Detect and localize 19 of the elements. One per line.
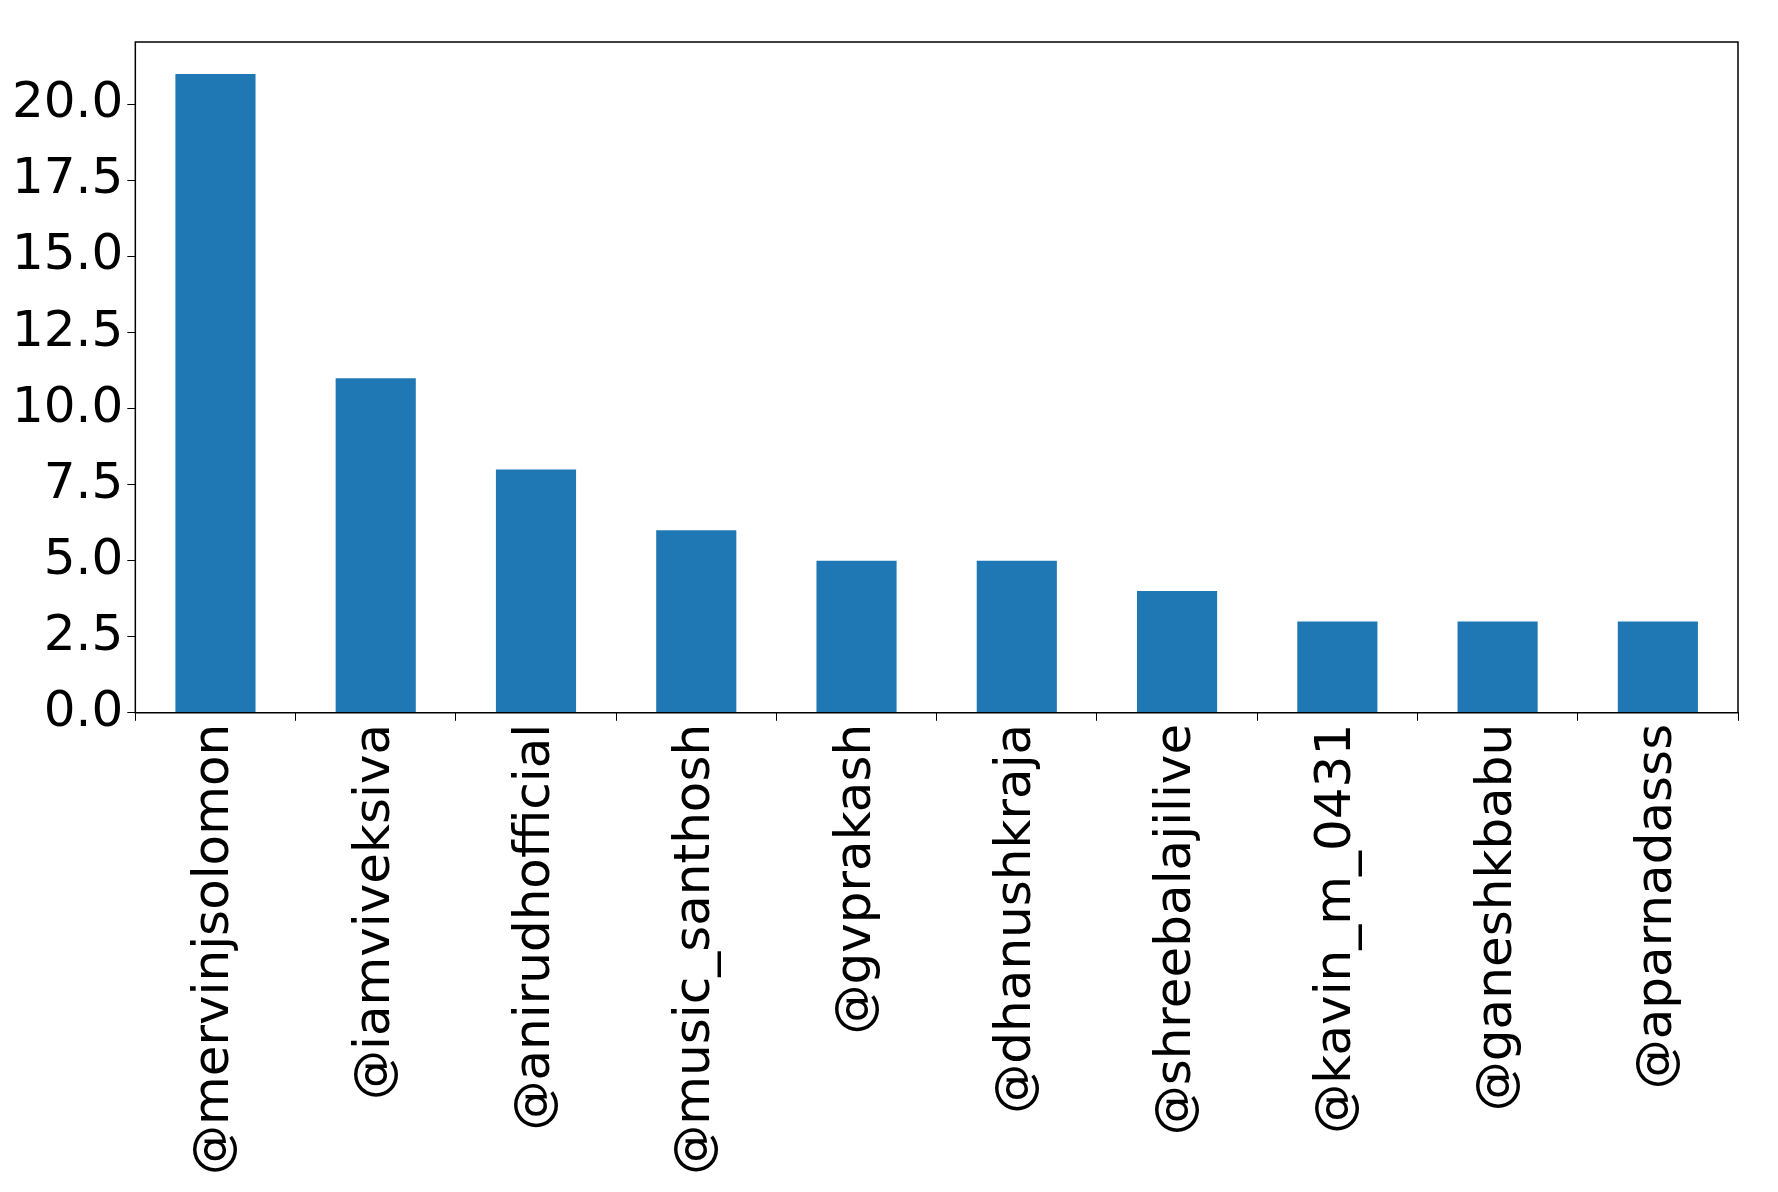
x-tick-label: @kavin_m_0431 — [1304, 723, 1363, 1134]
y-tick-label: 12.5 — [12, 299, 124, 358]
x-tick-label: @aparnadasss — [1624, 723, 1683, 1090]
x-tick-label: @ganeshkbabu — [1464, 723, 1523, 1112]
y-tick-label: 5.0 — [43, 527, 124, 586]
y-tick-label: 20.0 — [12, 71, 124, 130]
y-tick-label: 17.5 — [12, 147, 124, 206]
x-tick-label: @anirudhofficial — [502, 723, 561, 1131]
x-tick-label: @shreebalajilive — [1144, 723, 1203, 1136]
y-tick-label: 10.0 — [12, 375, 124, 434]
y-tick-label: 0.0 — [43, 679, 124, 738]
x-tick-label: @mervinjsolomon — [182, 723, 241, 1176]
x-tick-label: @music_santhosh — [663, 723, 722, 1175]
y-tick-label: 2.5 — [43, 603, 124, 662]
x-tick-label: @dhanushkraja — [983, 723, 1042, 1114]
x-tick-label: @iamviveksiva — [342, 723, 401, 1101]
y-tick-label: 15.0 — [12, 223, 124, 282]
x-tick-label: @gvprakash — [823, 723, 882, 1035]
y-tick-label: 7.5 — [43, 451, 124, 510]
